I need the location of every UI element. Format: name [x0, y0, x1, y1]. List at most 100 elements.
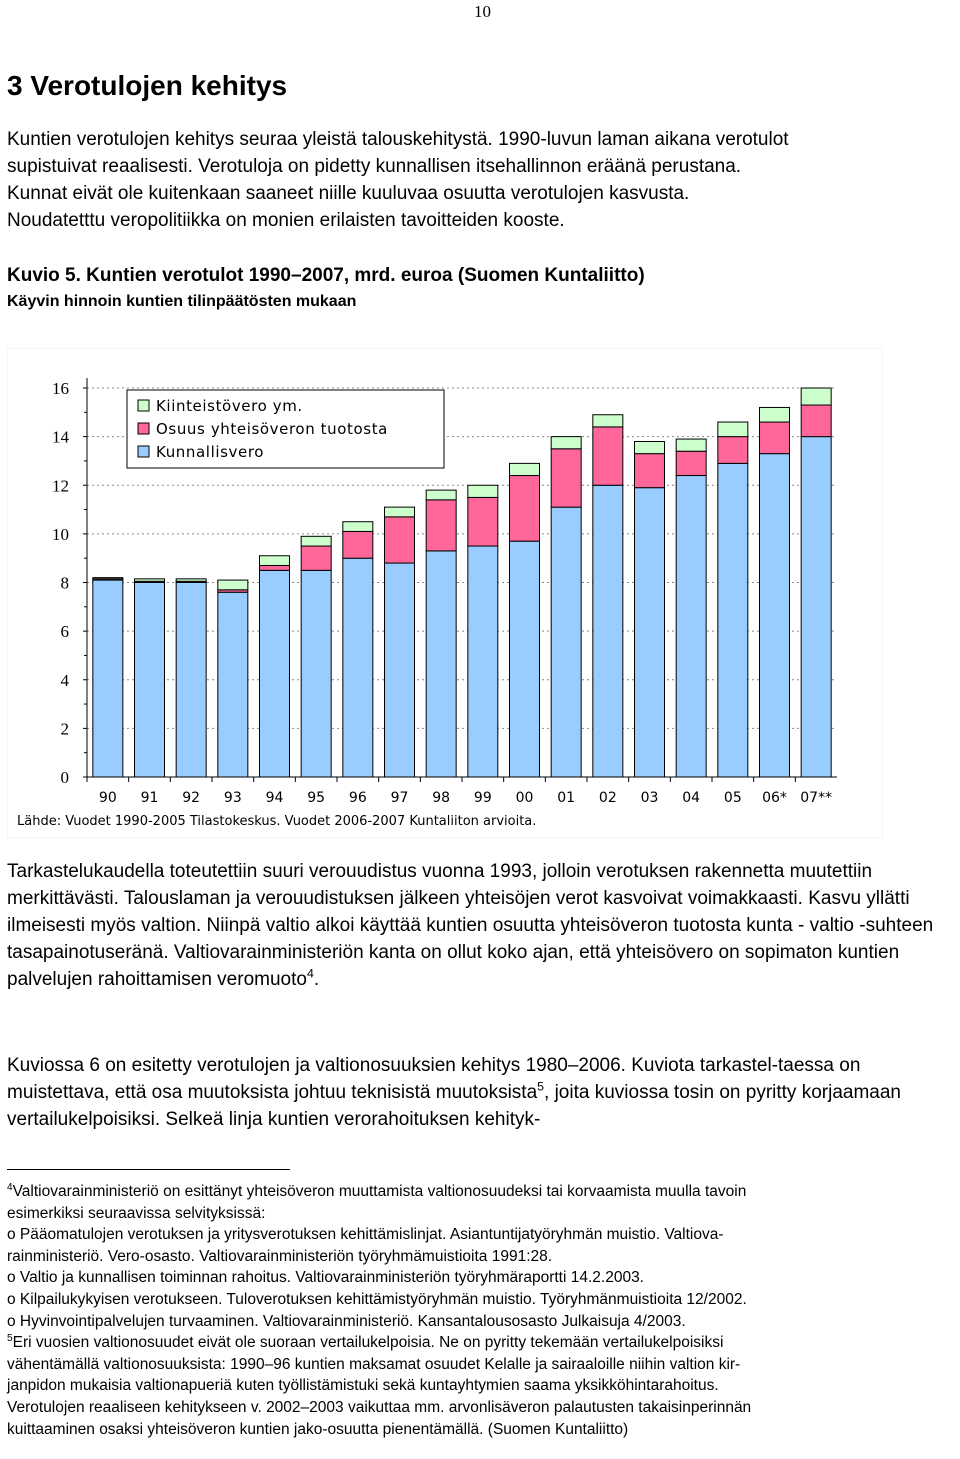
bar-segment: [134, 582, 165, 778]
intro-paragraph: Kuntien verotulojen kehitys seuraa yleis…: [7, 126, 957, 234]
bar-segment: [634, 440, 665, 455]
bar-segment: [384, 516, 415, 564]
footnotes: 4Valtiovarainministeriö on esittänyt yht…: [7, 1181, 957, 1440]
footnote-line: kuittaaminen osaksi yhteisöveron kuntien…: [7, 1420, 629, 1438]
bar-segment: [467, 545, 499, 778]
bar-segment: [509, 475, 540, 542]
bar-segment: [92, 579, 124, 778]
bar-segment: [800, 436, 832, 778]
legend-swatch: [137, 399, 150, 412]
bar-segment: [175, 582, 207, 778]
bar-segment: [592, 414, 624, 428]
bar-segment: [592, 426, 624, 486]
bar-segment: [759, 421, 790, 455]
bar-segment: [467, 496, 499, 547]
bar-segment: [300, 569, 332, 778]
bar-segment: [717, 462, 749, 778]
x-tick-label: 07**: [800, 790, 832, 806]
bar-segment: [759, 453, 790, 778]
x-tick-label: 92: [182, 790, 200, 806]
x-tick-label: 99: [474, 790, 492, 806]
bar-segment: [634, 487, 665, 778]
legend-box: [126, 389, 445, 469]
intro-line: Kuntien verotulojen kehitys seuraa yleis…: [7, 129, 789, 150]
bar-segment: [509, 540, 540, 778]
footnote-line: vähentämällä valtionosuuksista: 1990–96 …: [7, 1355, 741, 1373]
y-tick-label: 8: [61, 574, 70, 593]
x-tick-label: 91: [141, 790, 159, 806]
y-tick-label: 16: [52, 379, 69, 398]
intro-line: Kunnat eivät ole kuitenkaan saaneet niil…: [7, 183, 690, 204]
bar-segment: [592, 484, 624, 778]
y-tick-label: 0: [61, 768, 70, 787]
y-tick-label: 6: [61, 622, 70, 641]
bar-segment: [634, 453, 665, 489]
bar-segment: [217, 591, 249, 778]
intro-line: Noudatetttu veropolitiikka on monien eri…: [7, 210, 565, 231]
x-tick-label: 97: [391, 790, 409, 806]
bar-segment: [259, 555, 290, 566]
footnote-line: o Hyvinvointipalvelujen turvaaminen. Val…: [7, 1312, 686, 1330]
footnote-line: o Pääomatulojen verotuksen ja yritysvero…: [7, 1226, 724, 1244]
bar-segment: [300, 535, 332, 547]
bar-segment: [467, 484, 499, 498]
body-paragraph-2: Kuviossa 6 on esitetty verotulojen ja va…: [7, 1055, 901, 1130]
footnote-line: o Valtio ja kunnallisen toiminnan rahoit…: [7, 1269, 644, 1287]
body-paragraph-1: Tarkastelukaudella toteutettiin suuri ve…: [7, 861, 934, 990]
y-tick-label: 2: [61, 719, 70, 738]
bar-segment: [300, 545, 332, 571]
intro-line: supistuivat reaalisesti. Verotuloja on p…: [7, 156, 742, 177]
footnote-line: janpidon mukaisia valtionapueriä kuten t…: [7, 1377, 719, 1395]
y-tick-label: 12: [52, 476, 69, 495]
bar-segment: [259, 564, 290, 571]
bar-segment: [675, 450, 707, 477]
footnote-line: rainministeriö. Vero-osasto. Valtiovarai…: [7, 1247, 553, 1265]
bar-segment: [217, 579, 249, 591]
y-tick-label: 14: [52, 428, 70, 447]
x-tick-label: 94: [266, 790, 284, 806]
x-tick-label: 00: [516, 790, 534, 806]
bar-segment: [717, 421, 749, 438]
footnote-ref-4: 4: [306, 966, 314, 981]
x-tick-label: 03: [641, 790, 659, 806]
footnote-line: o Kilpailukykyisen verotukseen. Tulovero…: [7, 1290, 747, 1308]
figure-subtitle: Käyvin hinnoin kuntien tilinpäätösten mu…: [7, 293, 357, 310]
footnote-ref-5: 5: [537, 1079, 545, 1094]
legend-swatch: [137, 422, 150, 435]
bar-segment: [425, 499, 457, 552]
source-note: Lähde: Vuodet 1990-2005 Tilastokeskus. V…: [17, 814, 536, 829]
x-tick-label: 02: [599, 790, 617, 806]
footnote-mark: 4: [7, 1181, 13, 1193]
x-tick-label: 96: [349, 790, 367, 806]
bar-segment: [425, 550, 457, 778]
bar-segment: [550, 506, 582, 778]
bar-segment: [675, 475, 707, 778]
bar-segment: [550, 448, 582, 508]
footnote-4: 4Valtiovarainministeriö on esittänyt yht…: [7, 1181, 747, 1200]
y-tick-label: 10: [52, 525, 69, 544]
figure-title: Kuvio 5. Kuntien verotulot 1990–2007, mr…: [7, 265, 645, 286]
footnote-separator: [7, 1169, 290, 1170]
bar-segment: [134, 578, 165, 582]
bar-segment: [259, 569, 290, 778]
x-tick-label: 90: [99, 790, 117, 806]
x-tick-label: 01: [557, 790, 575, 806]
bar-segment: [717, 436, 749, 464]
footnote-mark: 5: [7, 1333, 13, 1344]
y-tick-label: 4: [61, 671, 70, 690]
bar-segment: [342, 557, 374, 778]
x-tick-label: 95: [307, 790, 325, 806]
bar-segment: [550, 436, 582, 450]
legend-label: Kiinteistövero ym.: [156, 397, 303, 415]
bar-segment: [759, 406, 790, 423]
legend-label: Kunnallisvero: [156, 443, 264, 461]
x-tick-label: 05: [724, 790, 742, 806]
page-number: 10: [474, 2, 491, 21]
footnote-5: 5Eri vuosien valtionosuudet eivät ole su…: [7, 1333, 724, 1352]
bar-segment: [800, 404, 832, 438]
bar-segment: [425, 489, 457, 501]
bar-segment: [92, 577, 124, 580]
bar-segment: [384, 562, 415, 778]
legend-swatch: [137, 445, 150, 458]
